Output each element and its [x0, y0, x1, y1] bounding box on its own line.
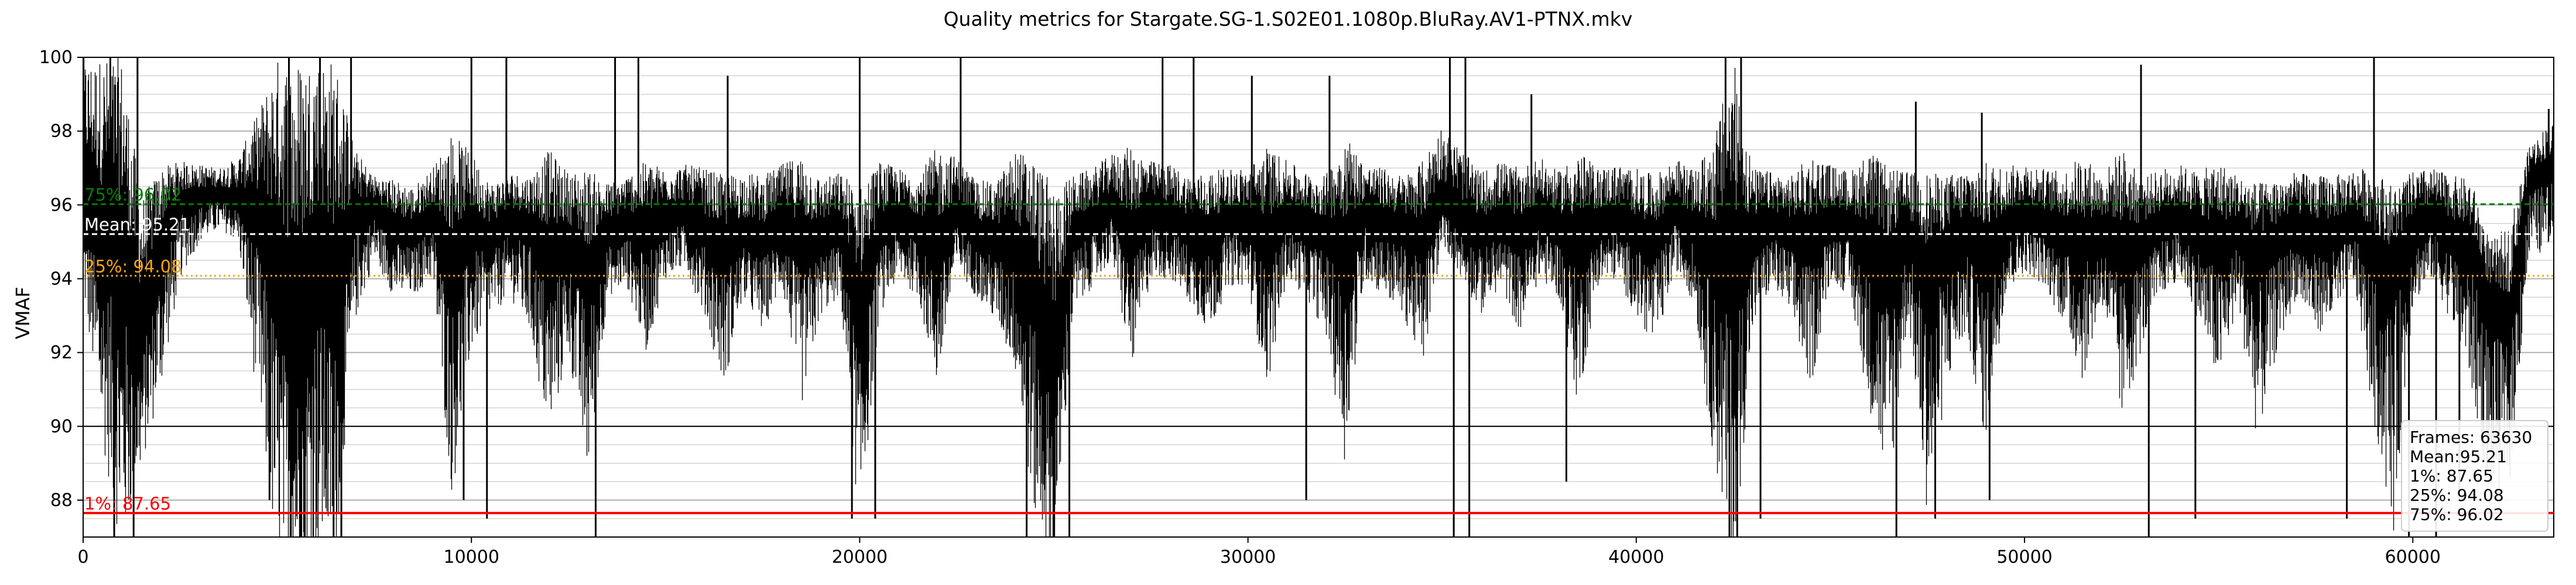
plot-frame	[83, 57, 2554, 538]
x-tick-label: 20000	[832, 547, 888, 567]
y-tick-label: 94	[50, 269, 73, 289]
stats-legend-box	[2401, 420, 2548, 532]
reference-line-label: 1%: 87.65	[84, 494, 171, 514]
reference-line-label: 25%: 94.08	[84, 256, 181, 276]
x-tick-label: 40000	[1608, 547, 1664, 567]
y-tick-label: 98	[50, 121, 73, 142]
vmaf-trace	[83, 57, 2554, 537]
x-tick-label: 30000	[1220, 547, 1276, 567]
y-tick-label: 96	[50, 195, 73, 215]
reference-line-label: 75%: 96.02	[84, 185, 181, 205]
stats-legend-entry: 1%: 87.65	[2410, 466, 2493, 486]
y-tick-label: 90	[50, 417, 73, 437]
stats-legend-entry: Frames: 63630	[2410, 428, 2532, 447]
x-tick-label: 10000	[443, 547, 499, 567]
y-axis-ticks: 88 90 92 94 96 98 100	[39, 47, 83, 511]
x-tick-label: 50000	[1996, 547, 2052, 567]
y-axis-label: VMAF	[12, 287, 34, 339]
x-axis-ticks: 0 10000 20000 30000 40000 50000 60000	[77, 537, 2441, 567]
stats-legend-entry: 75%: 96.02	[2410, 505, 2504, 524]
stats-legend-entry: 25%: 94.08	[2410, 486, 2504, 505]
stats-legend-entry: Mean:95.21	[2410, 447, 2507, 466]
reference-line-label: Mean: 95.21	[84, 215, 190, 235]
chart-title: Quality metrics for Stargate.SG-1.S02E01…	[944, 8, 1633, 30]
x-tick-label: 0	[77, 547, 88, 567]
y-tick-label: 100	[39, 47, 73, 68]
x-tick-label: 60000	[2385, 547, 2441, 567]
y-tick-label: 92	[50, 343, 73, 363]
y-tick-label: 88	[50, 490, 73, 511]
